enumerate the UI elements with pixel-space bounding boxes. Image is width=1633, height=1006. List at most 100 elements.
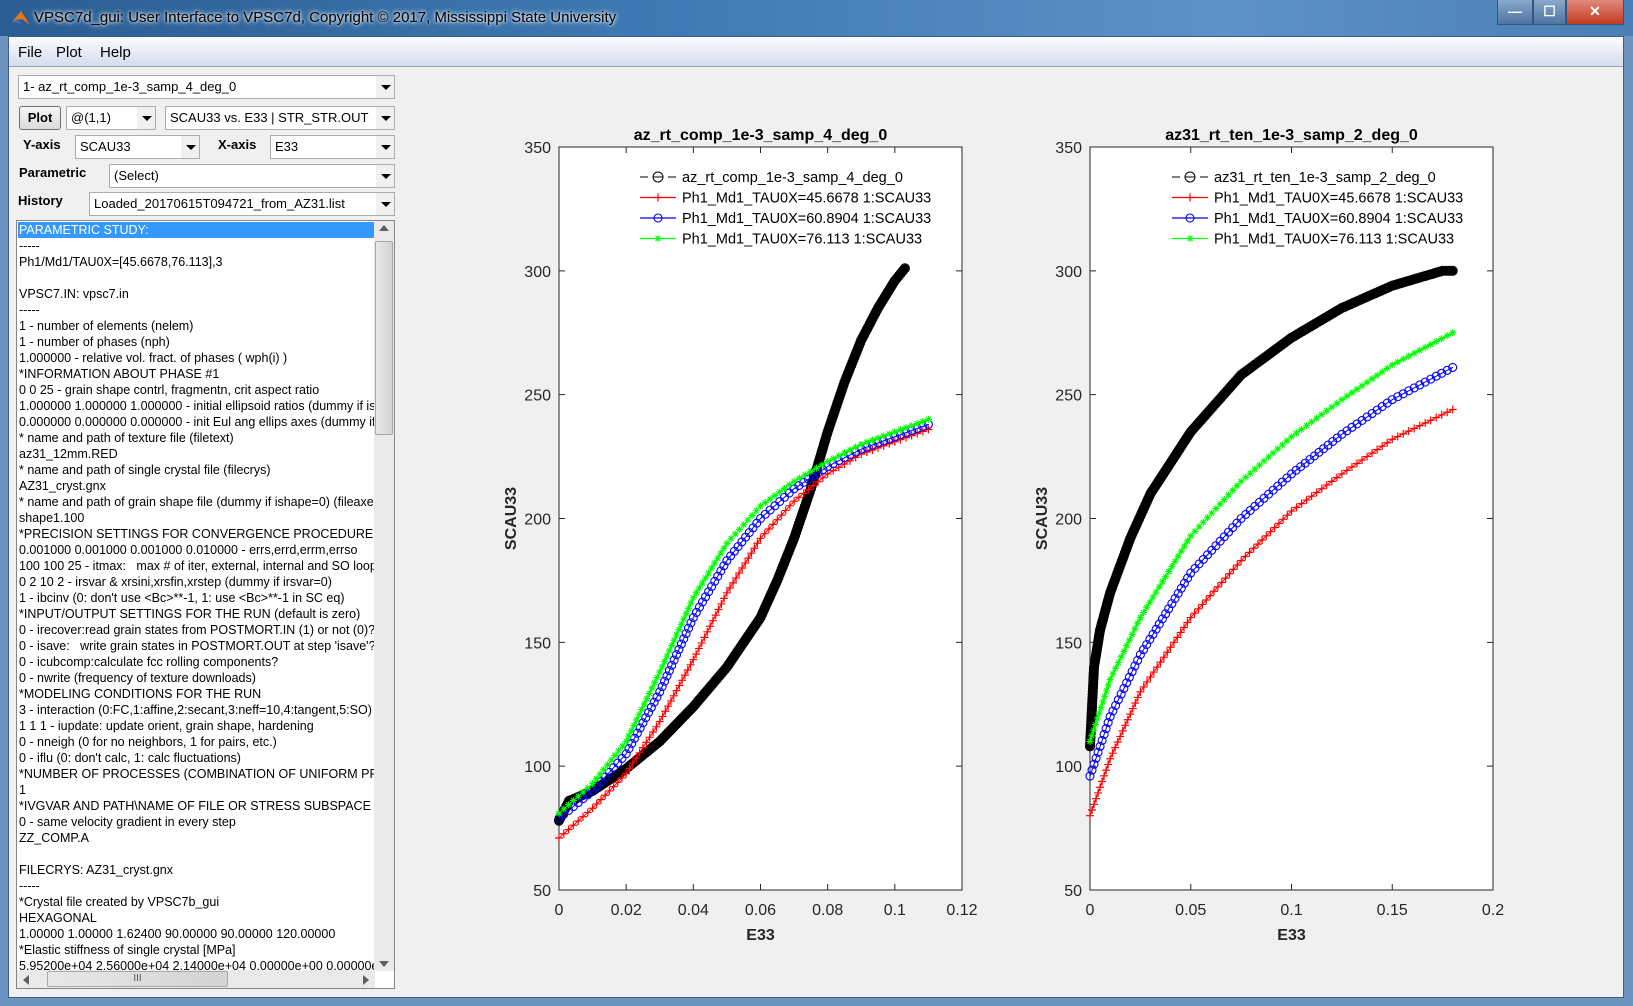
listbox-line[interactable]: az31_12mm.RED	[19, 447, 118, 461]
scroll-left-icon[interactable]	[23, 975, 29, 985]
history-select[interactable]: Loaded_20170615T094721_from_AZ31.list	[89, 192, 395, 216]
data-marker	[1100, 771, 1109, 780]
minimize-button[interactable]: —	[1497, 0, 1533, 25]
listbox-line[interactable]: *Elastic stiffness of single crystal [MP…	[19, 943, 236, 957]
data-marker	[1258, 535, 1267, 544]
listbox-line[interactable]: 0 - nwrite (frequency of texture downloa…	[19, 671, 256, 685]
data-marker	[1109, 670, 1117, 678]
yaxis-select[interactable]: SCAU33	[75, 135, 200, 159]
data-marker	[1410, 349, 1418, 357]
data-marker	[736, 639, 748, 650]
data-marker	[596, 770, 604, 778]
listbox-line[interactable]: -----	[19, 239, 40, 253]
data-marker	[1163, 648, 1172, 657]
data-marker	[1145, 488, 1156, 499]
data-marker	[1449, 329, 1457, 337]
data-marker	[713, 571, 723, 581]
parametric-select[interactable]: (Select)	[109, 164, 395, 188]
info-listbox[interactable]: PARAMETRIC STUDY: ----- Ph1/Md1/TAU0X=[45.…	[16, 220, 395, 989]
listbox-line[interactable]: *NUMBER OF PROCESSES (COMBINATION OF UNI…	[19, 767, 374, 781]
listbox-line[interactable]: * name and path of texture file (filetex…	[19, 431, 234, 445]
legend-entry: az31_rt_ten_1e-3_samp_2_deg_0	[1214, 170, 1436, 186]
case-select[interactable]: 1- az_rt_comp_1e-3_samp_4_deg_0	[18, 75, 395, 99]
listbox-line[interactable]: 1 - number of elements (nelem)	[19, 319, 194, 333]
data-marker	[666, 696, 675, 705]
x-axis-label: E33	[746, 927, 775, 944]
listbox-line[interactable]: 0 0 25 - grain shape contrl, fragmentn, …	[19, 383, 320, 397]
data-marker	[638, 718, 648, 728]
listbox-line[interactable]: 0 - icubcomp:calculate fcc rolling compo…	[19, 655, 279, 669]
listbox-line[interactable]: 1.00000 1.00000 1.62400 90.00000 90.0000…	[19, 927, 336, 941]
listbox-line[interactable]: 0.000000 0.000000 0.000000 - init Eul an…	[19, 415, 374, 429]
maximize-button[interactable]: ☐	[1533, 0, 1566, 25]
plot-type-select[interactable]: SCAU33 vs. E33 | STR_STR.OUT	[165, 106, 395, 130]
data-marker	[858, 329, 870, 340]
listbox-line[interactable]: shape1.100	[19, 511, 85, 525]
listbox-line[interactable]: * name and path of grain shape file (dum…	[19, 495, 374, 509]
data-marker	[1090, 800, 1099, 809]
listbox-line[interactable]: 1 - number of phases (nph)	[19, 335, 170, 349]
listbox-line[interactable]: Ph1/Md1/TAU0X=[45.6678,76.113],3	[19, 255, 223, 269]
listbox-line[interactable]: -----	[19, 303, 40, 317]
listbox-line[interactable]: 3 - interaction (0:FC,1:affine,2:secant,…	[19, 703, 372, 717]
close-button[interactable]: ✕	[1566, 0, 1624, 25]
listbox-line[interactable]: PARAMETRIC STUDY:	[18, 222, 374, 238]
vertical-scroll-thumb[interactable]	[375, 241, 393, 435]
menu-help[interactable]: Help	[100, 44, 131, 61]
listbox-line[interactable]: 0 2 10 2 - irsvar & xrsini,xrsfin,xrstep…	[19, 575, 332, 589]
listbox-line[interactable]: 1 - ibcinv (0: don't use <Bc>**-1, 1: us…	[19, 591, 345, 605]
listbox-line[interactable]: *PRECISION SETTINGS FOR CONVERGENCE PROC…	[19, 527, 374, 541]
horizontal-scrollbar[interactable]: III	[17, 970, 375, 988]
listbox-line[interactable]: *Crystal file created by VPSC7b_gui	[19, 895, 220, 909]
data-marker	[717, 599, 726, 608]
listbox-line[interactable]: HEXAGONAL	[19, 911, 97, 925]
data-marker	[1111, 700, 1121, 710]
listbox-line[interactable]: *MODELING CONDITIONS FOR THE RUN	[19, 687, 262, 701]
data-marker	[1177, 547, 1185, 555]
data-marker	[658, 663, 666, 671]
scroll-down-icon[interactable]	[379, 961, 389, 967]
subplot-select[interactable]: @(1,1)	[66, 106, 156, 130]
data-marker	[1106, 675, 1114, 683]
scroll-up-icon[interactable]	[379, 225, 389, 231]
listbox-line[interactable]: 1	[19, 783, 26, 797]
listbox-line[interactable]: AZ31_cryst.gnx	[19, 479, 106, 493]
horizontal-scroll-thumb[interactable]: III	[47, 971, 228, 987]
listbox-line[interactable]: VPSC7.IN: vpsc7.in	[19, 287, 129, 301]
menu-file[interactable]: File	[18, 44, 43, 61]
data-marker	[569, 821, 578, 830]
listbox-line[interactable]: 5.95200e+04 2.56000e+04 2.14000e+04 0.00…	[19, 959, 374, 970]
data-marker	[1146, 673, 1155, 682]
listbox-line[interactable]: *INPUT/OUTPUT SETTINGS FOR THE RUN (defa…	[19, 607, 361, 621]
listbox-line[interactable]: 1.000000 1.000000 1.000000 - initial ell…	[19, 399, 374, 413]
listbox-line[interactable]: *IVGVAR AND PATH\NAME OF FILE OR STRESS …	[19, 799, 371, 813]
plot-button[interactable]: Plot	[19, 106, 61, 130]
vertical-scrollbar[interactable]	[374, 221, 394, 971]
listbox-line[interactable]: ZZ_COMP.A	[19, 831, 89, 845]
listbox-line[interactable]: 0 - isave: write grain states in POSTMOR…	[19, 639, 374, 653]
xaxis-select[interactable]: E33	[270, 135, 395, 159]
data-marker	[863, 321, 874, 332]
listbox-line[interactable]: 0 - nneigh (0 for no neighbors, 1 for pa…	[19, 735, 277, 749]
data-marker	[705, 569, 713, 577]
listbox-line[interactable]: *INFORMATION ABOUT PHASE #1	[19, 367, 220, 381]
data-marker	[1155, 473, 1166, 484]
data-marker	[1161, 609, 1171, 619]
menu-plot[interactable]: Plot	[56, 44, 82, 61]
data-marker	[659, 676, 670, 686]
data-marker	[840, 449, 848, 457]
listbox-line[interactable]: 1.000000 - relative vol. fract. of phase…	[19, 351, 288, 365]
listbox-line[interactable]: FILECRYS: AZ31_cryst.gnx	[19, 863, 173, 877]
data-marker	[1297, 499, 1306, 508]
listbox-line[interactable]: 0 - same velocity gradient in every step	[19, 815, 236, 829]
listbox-line[interactable]: 0 - irecover:read grain states from POST…	[19, 623, 374, 637]
listbox-line[interactable]: * name and path of single crystal file (…	[19, 463, 271, 477]
scroll-right-icon[interactable]	[363, 975, 369, 985]
listbox-line[interactable]: 100 100 25 - itmax: max # of iter, exter…	[19, 559, 374, 573]
listbox-line[interactable]: 0 - iflu (0: don't calc, 1: calc fluctua…	[19, 751, 241, 765]
listbox-line[interactable]: 0.001000 0.001000 0.001000 0.010000 - er…	[19, 543, 358, 557]
listbox-line[interactable]: -----	[19, 879, 40, 893]
data-marker	[1091, 753, 1101, 763]
listbox-line[interactable]: 1 1 1 - iupdate: update orient, grain sh…	[19, 719, 314, 733]
data-marker	[1318, 410, 1326, 418]
